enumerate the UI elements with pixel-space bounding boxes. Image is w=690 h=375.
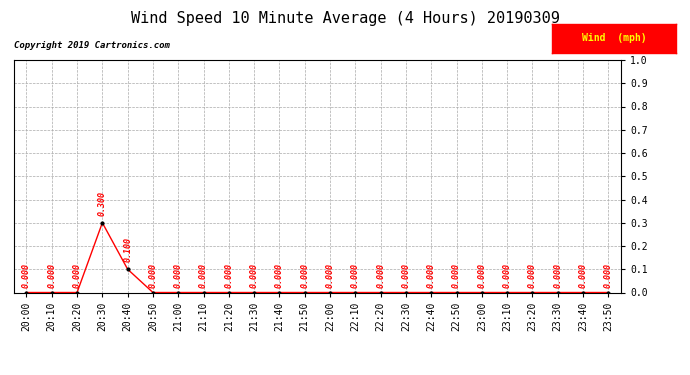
Text: 0.000: 0.000 (477, 263, 486, 288)
Text: Copyright 2019 Cartronics.com: Copyright 2019 Cartronics.com (14, 41, 170, 50)
Text: 0.000: 0.000 (553, 263, 562, 288)
Text: 0.000: 0.000 (174, 263, 183, 288)
Text: 0.000: 0.000 (250, 263, 259, 288)
Text: 0.000: 0.000 (426, 263, 436, 288)
Text: Wind Speed 10 Minute Average (4 Hours) 20190309: Wind Speed 10 Minute Average (4 Hours) 2… (130, 11, 560, 26)
Text: 0.000: 0.000 (351, 263, 360, 288)
Text: 0.100: 0.100 (123, 237, 132, 262)
Text: 0.000: 0.000 (502, 263, 512, 288)
Text: 0.000: 0.000 (376, 263, 385, 288)
Text: 0.000: 0.000 (578, 263, 588, 288)
Text: 0.000: 0.000 (300, 263, 309, 288)
Text: 0.000: 0.000 (72, 263, 81, 288)
Text: 0.000: 0.000 (148, 263, 157, 288)
Text: Wind  (mph): Wind (mph) (582, 33, 647, 44)
Text: 0.000: 0.000 (199, 263, 208, 288)
Text: 0.000: 0.000 (22, 263, 31, 288)
Text: 0.000: 0.000 (452, 263, 461, 288)
Text: 0.000: 0.000 (224, 263, 233, 288)
Text: 0.300: 0.300 (98, 191, 107, 216)
Text: 0.000: 0.000 (275, 263, 284, 288)
Text: 0.000: 0.000 (528, 263, 537, 288)
Text: 0.000: 0.000 (604, 263, 613, 288)
Text: 0.000: 0.000 (47, 263, 57, 288)
Text: 0.000: 0.000 (326, 263, 335, 288)
Text: 0.000: 0.000 (402, 263, 411, 288)
